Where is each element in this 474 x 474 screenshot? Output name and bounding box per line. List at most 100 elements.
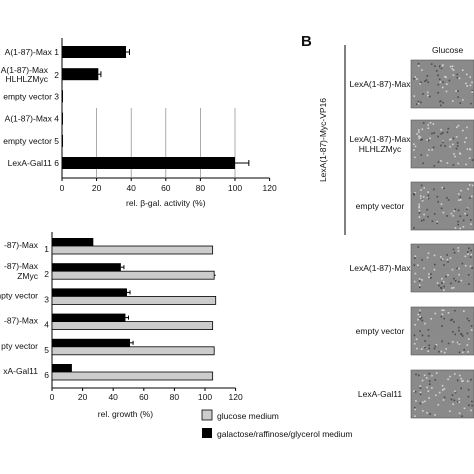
colony-speck [461, 415, 463, 417]
colony-speck [413, 143, 415, 145]
colony-speck [460, 377, 463, 380]
colony-speck [470, 219, 472, 221]
colony-speck [426, 208, 428, 211]
colony-speck [456, 76, 459, 79]
colony-speck [436, 221, 438, 223]
colony-speck [434, 379, 437, 381]
colony-speck [413, 77, 415, 80]
chart-legend: glucose medium galactose/raffinose/glyce… [201, 409, 352, 439]
colony-speck [453, 153, 455, 155]
colony-speck [426, 91, 429, 94]
colony-speck [419, 330, 421, 332]
colony-speck [442, 81, 444, 83]
colony-speck [413, 334, 416, 337]
colony-speck [471, 195, 473, 198]
x-tick-label: 0 [60, 183, 65, 193]
colony-speck [419, 286, 421, 289]
category-label: empty vector 5 [3, 136, 59, 146]
colony-speck [462, 129, 464, 132]
colony-speck [462, 219, 465, 222]
colony-speck [452, 164, 455, 166]
colony-speck [464, 264, 467, 267]
x-tick-label: 40 [126, 183, 136, 193]
colony-speck [457, 250, 460, 252]
colony-speck [446, 215, 448, 217]
colony-speck [433, 132, 435, 134]
colony-speck [458, 343, 461, 345]
colony-speck [454, 155, 456, 158]
category-label: A(1-87)-Max 4 [5, 114, 60, 124]
colony-speck [461, 351, 464, 354]
category-number: 3 [44, 294, 49, 304]
colony-speck [434, 65, 436, 67]
colony-speck [443, 351, 446, 354]
colony-speck [470, 223, 472, 225]
colony-speck [413, 149, 415, 151]
bar-galactose [52, 238, 94, 246]
colony-speck [420, 81, 422, 84]
colony-speck [450, 282, 452, 285]
colony-speck [467, 351, 469, 353]
colony-speck [440, 350, 443, 353]
colony-speck [421, 279, 423, 281]
colony-speck [420, 154, 423, 156]
colony-speck [413, 280, 416, 283]
colony-speck [457, 209, 460, 212]
row-label: LexA-Gal11 [358, 389, 403, 399]
colony-speck [418, 131, 420, 133]
colony-speck [438, 78, 441, 81]
colony-speck [437, 200, 439, 203]
colony-speck [440, 315, 443, 318]
colony-speck [430, 63, 433, 65]
colony-speck [449, 138, 451, 141]
colony-speck [458, 77, 461, 80]
colony-speck [440, 258, 443, 261]
colony-speck [452, 341, 454, 343]
colony-speck [421, 199, 424, 202]
colony-speck [431, 132, 433, 135]
colony-speck [452, 74, 455, 76]
colony-speck [423, 213, 425, 216]
colony-speck [458, 412, 461, 415]
row-label: LexA(1-87)-Max [350, 263, 412, 273]
colony-speck [458, 398, 460, 400]
colony-speck [466, 126, 468, 129]
colony-speck [451, 68, 454, 70]
category-number: 1 [44, 244, 49, 254]
row-label: HLHLZMyc [359, 144, 402, 154]
colony-speck [427, 329, 430, 331]
legend-swatch-galactose [202, 428, 212, 438]
yeast-patch [410, 119, 474, 169]
bar [62, 68, 99, 81]
colony-speck [471, 400, 473, 403]
colony-speck [450, 212, 453, 215]
colony-speck [439, 100, 441, 103]
colony-speck [419, 402, 422, 405]
category-label: LexA-Gal11 6 [8, 158, 60, 168]
colony-speck [455, 90, 457, 92]
colony-speck [422, 93, 424, 95]
category-number: 5 [44, 345, 49, 355]
colony-speck [457, 162, 460, 165]
colony-speck [468, 404, 470, 406]
colony-speck [427, 215, 429, 218]
bar-galactose [52, 364, 72, 372]
colony-speck [426, 256, 429, 259]
colony-speck [417, 102, 420, 105]
colony-speck [440, 286, 442, 289]
colony-speck [454, 309, 456, 312]
colony-speck [466, 85, 469, 87]
bar-glucose [51, 371, 214, 381]
colony-speck [470, 253, 473, 256]
colony-speck [441, 258, 444, 260]
colony-speck [422, 401, 424, 404]
colony-speck [446, 254, 448, 256]
colony-speck [429, 383, 431, 385]
colony-speck [441, 277, 443, 280]
colony-speck [440, 104, 442, 107]
category-number: 4 [44, 320, 49, 330]
colony-speck [447, 378, 449, 381]
colony-speck [457, 220, 459, 223]
colony-speck [428, 372, 431, 375]
